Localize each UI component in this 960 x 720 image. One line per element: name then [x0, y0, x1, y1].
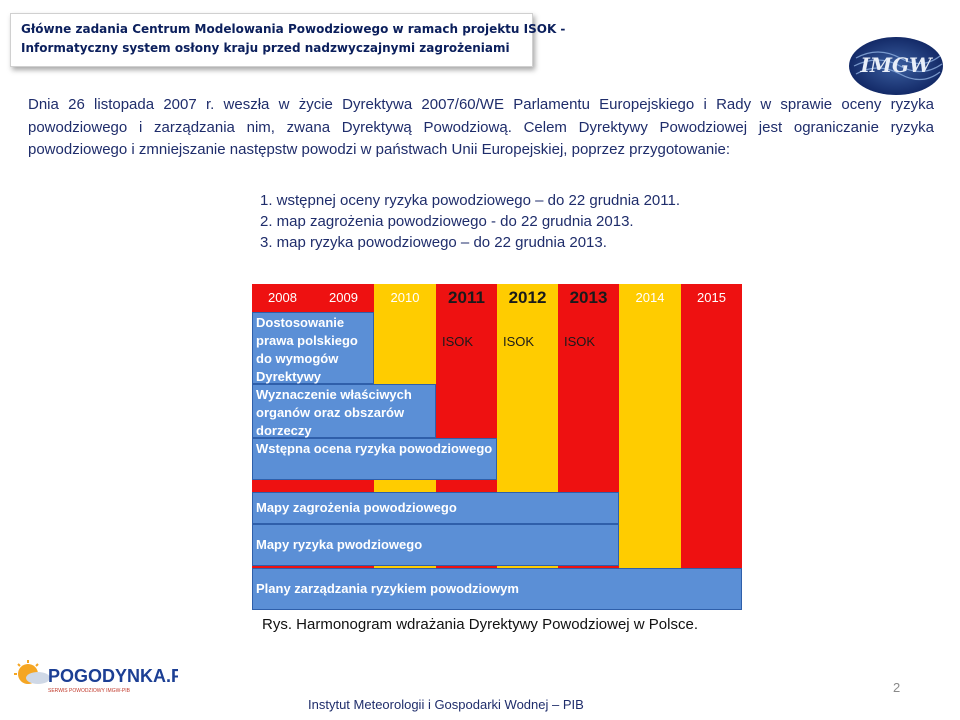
year-label: 2013 [569, 288, 608, 307]
year-label: 2014 [635, 290, 665, 305]
task-bar-management-plans: Plany zarządzania ryzykiem powodziowym [252, 568, 742, 610]
year-label: 2012 [508, 288, 547, 307]
pogodynka-tagline: SERWIS POWODZIOWY IMGW-PIB [48, 688, 131, 694]
page-number: 2 [893, 680, 901, 695]
imgw-logo: IMGW [849, 37, 943, 95]
year-label: 2009 [329, 290, 358, 305]
year-label: 2008 [268, 290, 297, 305]
year-label: 2011 [448, 288, 485, 307]
deliverables-list: 1. wstępnej oceny ryzyka powodziowego – … [260, 190, 680, 253]
year-label: 2015 [697, 290, 726, 305]
isok-label: ISOK [503, 334, 535, 349]
task-bar-authorities: Wyznaczenie właściwych organów oraz obsz… [252, 384, 436, 438]
slide-title-line-2: Informatyczny system osłony kraju przed … [21, 41, 510, 55]
column-2015 [681, 284, 742, 610]
schedule-chart: 2008 2009 2010 2011 2012 2013 2014 2015 … [252, 284, 742, 610]
task-bar-hazard-maps: Mapy zagrożenia powodziowego [252, 492, 619, 524]
slide-title-box: Główne zadania Centrum Modelowania Powod… [10, 13, 565, 67]
footer-institute: Instytut Meteorologii i Gospodarki Wodne… [308, 697, 584, 712]
intro-paragraph: Dnia 26 listopada 2007 r. weszła w życie… [28, 96, 934, 158]
isok-label: ISOK [564, 334, 596, 349]
isok-label: ISOK [442, 334, 474, 349]
imgw-logo-text: IMGW [859, 53, 934, 77]
figure-caption: Rys. Harmonogram wdrażania Dyrektywy Pow… [262, 616, 698, 633]
pogodynka-logo: POGODYNKA.PL SERWIS POWODZIOWY IMGW-PIB [14, 660, 178, 694]
task-bar-preliminary-assessment: Wstępna ocena ryzyka powodziowego [252, 438, 497, 480]
column-2014 [619, 284, 681, 610]
list-item: 3. map ryzyka powodziowego – do 22 grudn… [260, 234, 607, 251]
slide-title-line-1: Główne zadania Centrum Modelowania Powod… [21, 22, 566, 36]
pogodynka-name: POGODYNKA.PL [48, 666, 178, 686]
list-item: 1. wstępnej oceny ryzyka powodziowego – … [260, 192, 680, 209]
task-bar-risk-maps: Mapy ryzyka pwodziowego [252, 524, 619, 566]
year-label: 2010 [390, 290, 420, 305]
task-bar-law-adaptation: Dostosowanie prawa polskiego do wymogów … [252, 312, 374, 384]
list-item: 2. map zagrożenia powodziowego - do 22 g… [260, 213, 634, 230]
